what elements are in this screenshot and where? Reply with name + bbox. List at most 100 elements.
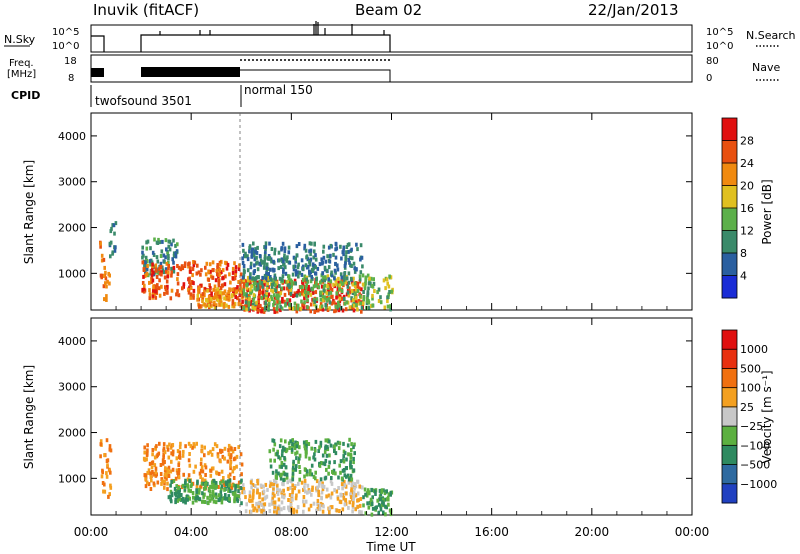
range-cell: [224, 493, 227, 497]
range-cell: [293, 446, 297, 451]
range-cell: [283, 292, 287, 297]
range-cell: [313, 452, 316, 457]
range-cell: [179, 267, 183, 272]
range-cell: [149, 262, 152, 267]
range-cell: [296, 441, 299, 446]
range-cell: [278, 488, 281, 493]
range-cell: [318, 445, 321, 450]
range-cell: [268, 256, 271, 261]
range-cell: [147, 468, 151, 473]
range-cell: [244, 509, 248, 514]
range-cell: [337, 306, 341, 311]
range-cell: [103, 453, 106, 458]
range-cell: [306, 298, 309, 303]
range-cell: [169, 296, 173, 301]
range-cell: [352, 445, 355, 450]
range-cell: [228, 287, 231, 292]
range-cell: [148, 292, 152, 297]
range-cell: [374, 492, 377, 496]
range-cell: [269, 277, 273, 282]
range-cell: [382, 497, 385, 502]
freq-panel: Freq. [MHz] 18 8 80 0 Nave: [7, 54, 780, 84]
range-cell: [247, 300, 251, 305]
range-cell: [321, 483, 324, 488]
range-cell: [344, 280, 348, 285]
range-cell: [313, 310, 316, 314]
range-cell: [166, 487, 169, 492]
range-cell: [349, 263, 352, 268]
range-cell: [288, 291, 291, 296]
range-cell: [160, 284, 163, 289]
range-cell: [195, 271, 199, 276]
range-cell: [232, 457, 236, 462]
range-cell: [387, 492, 391, 497]
range-cell: [322, 504, 325, 509]
range-cell: [234, 265, 238, 270]
range-cell: [233, 493, 237, 498]
range-cell: [285, 475, 289, 480]
range-cell: [381, 500, 384, 505]
range-cell: [162, 442, 166, 447]
range-cell: [332, 282, 335, 287]
range-cell: [238, 263, 241, 268]
range-cell: [148, 259, 152, 264]
range-cell: [338, 463, 341, 468]
range-cell: [253, 306, 257, 311]
range-cell: [100, 474, 104, 479]
range-cell: [155, 444, 158, 449]
range-cell: [332, 252, 335, 257]
range-cell: [359, 301, 362, 306]
range-cell: [276, 300, 279, 305]
range-cell: [99, 454, 102, 459]
range-cell: [368, 276, 371, 281]
range-cell: [351, 500, 355, 505]
range-cell: [253, 257, 257, 262]
range-cell: [148, 296, 152, 301]
x-tick-label: 12:00: [374, 525, 409, 539]
range-cell: [336, 496, 340, 501]
range-cell: [206, 495, 209, 500]
range-cell: [303, 300, 306, 305]
range-cell: [251, 305, 255, 310]
range-cell: [246, 275, 250, 280]
range-cell: [171, 257, 174, 262]
range-cell: [273, 273, 277, 278]
range-cell: [317, 285, 321, 290]
range-cell: [248, 290, 252, 295]
range-cell: [294, 440, 297, 445]
range-cell: [192, 281, 195, 286]
range-cell: [257, 504, 260, 509]
range-cell: [231, 287, 234, 292]
range-cell: [358, 503, 362, 508]
range-cell: [384, 512, 387, 517]
range-cell: [101, 481, 105, 485]
range-cell: [220, 469, 224, 474]
range-cell: [339, 272, 343, 277]
range-cell: [320, 290, 324, 295]
range-cell: [296, 270, 300, 275]
range-cell: [369, 497, 373, 502]
range-cell: [162, 253, 166, 258]
range-cell: [352, 456, 355, 461]
range-cell: [263, 260, 266, 265]
range-cell: [287, 498, 290, 502]
range-cell: [308, 273, 311, 278]
range-cell: [282, 286, 286, 291]
range-cell: [309, 503, 313, 508]
range-cell: [302, 305, 305, 310]
range-cell: [356, 307, 359, 312]
range-cell: [283, 256, 286, 260]
range-cell: [280, 306, 284, 311]
range-cell: [106, 463, 109, 468]
range-cell: [203, 302, 206, 307]
range-cell: [289, 303, 292, 308]
range-cell: [227, 448, 230, 453]
range-cell: [367, 505, 371, 510]
range-cell: [232, 483, 236, 488]
range-cell: [165, 476, 168, 481]
range-cell: [340, 256, 343, 261]
range-cell: [292, 465, 295, 470]
range-cell: [108, 444, 112, 449]
range-cell: [258, 303, 262, 308]
range-cell: [286, 255, 289, 260]
